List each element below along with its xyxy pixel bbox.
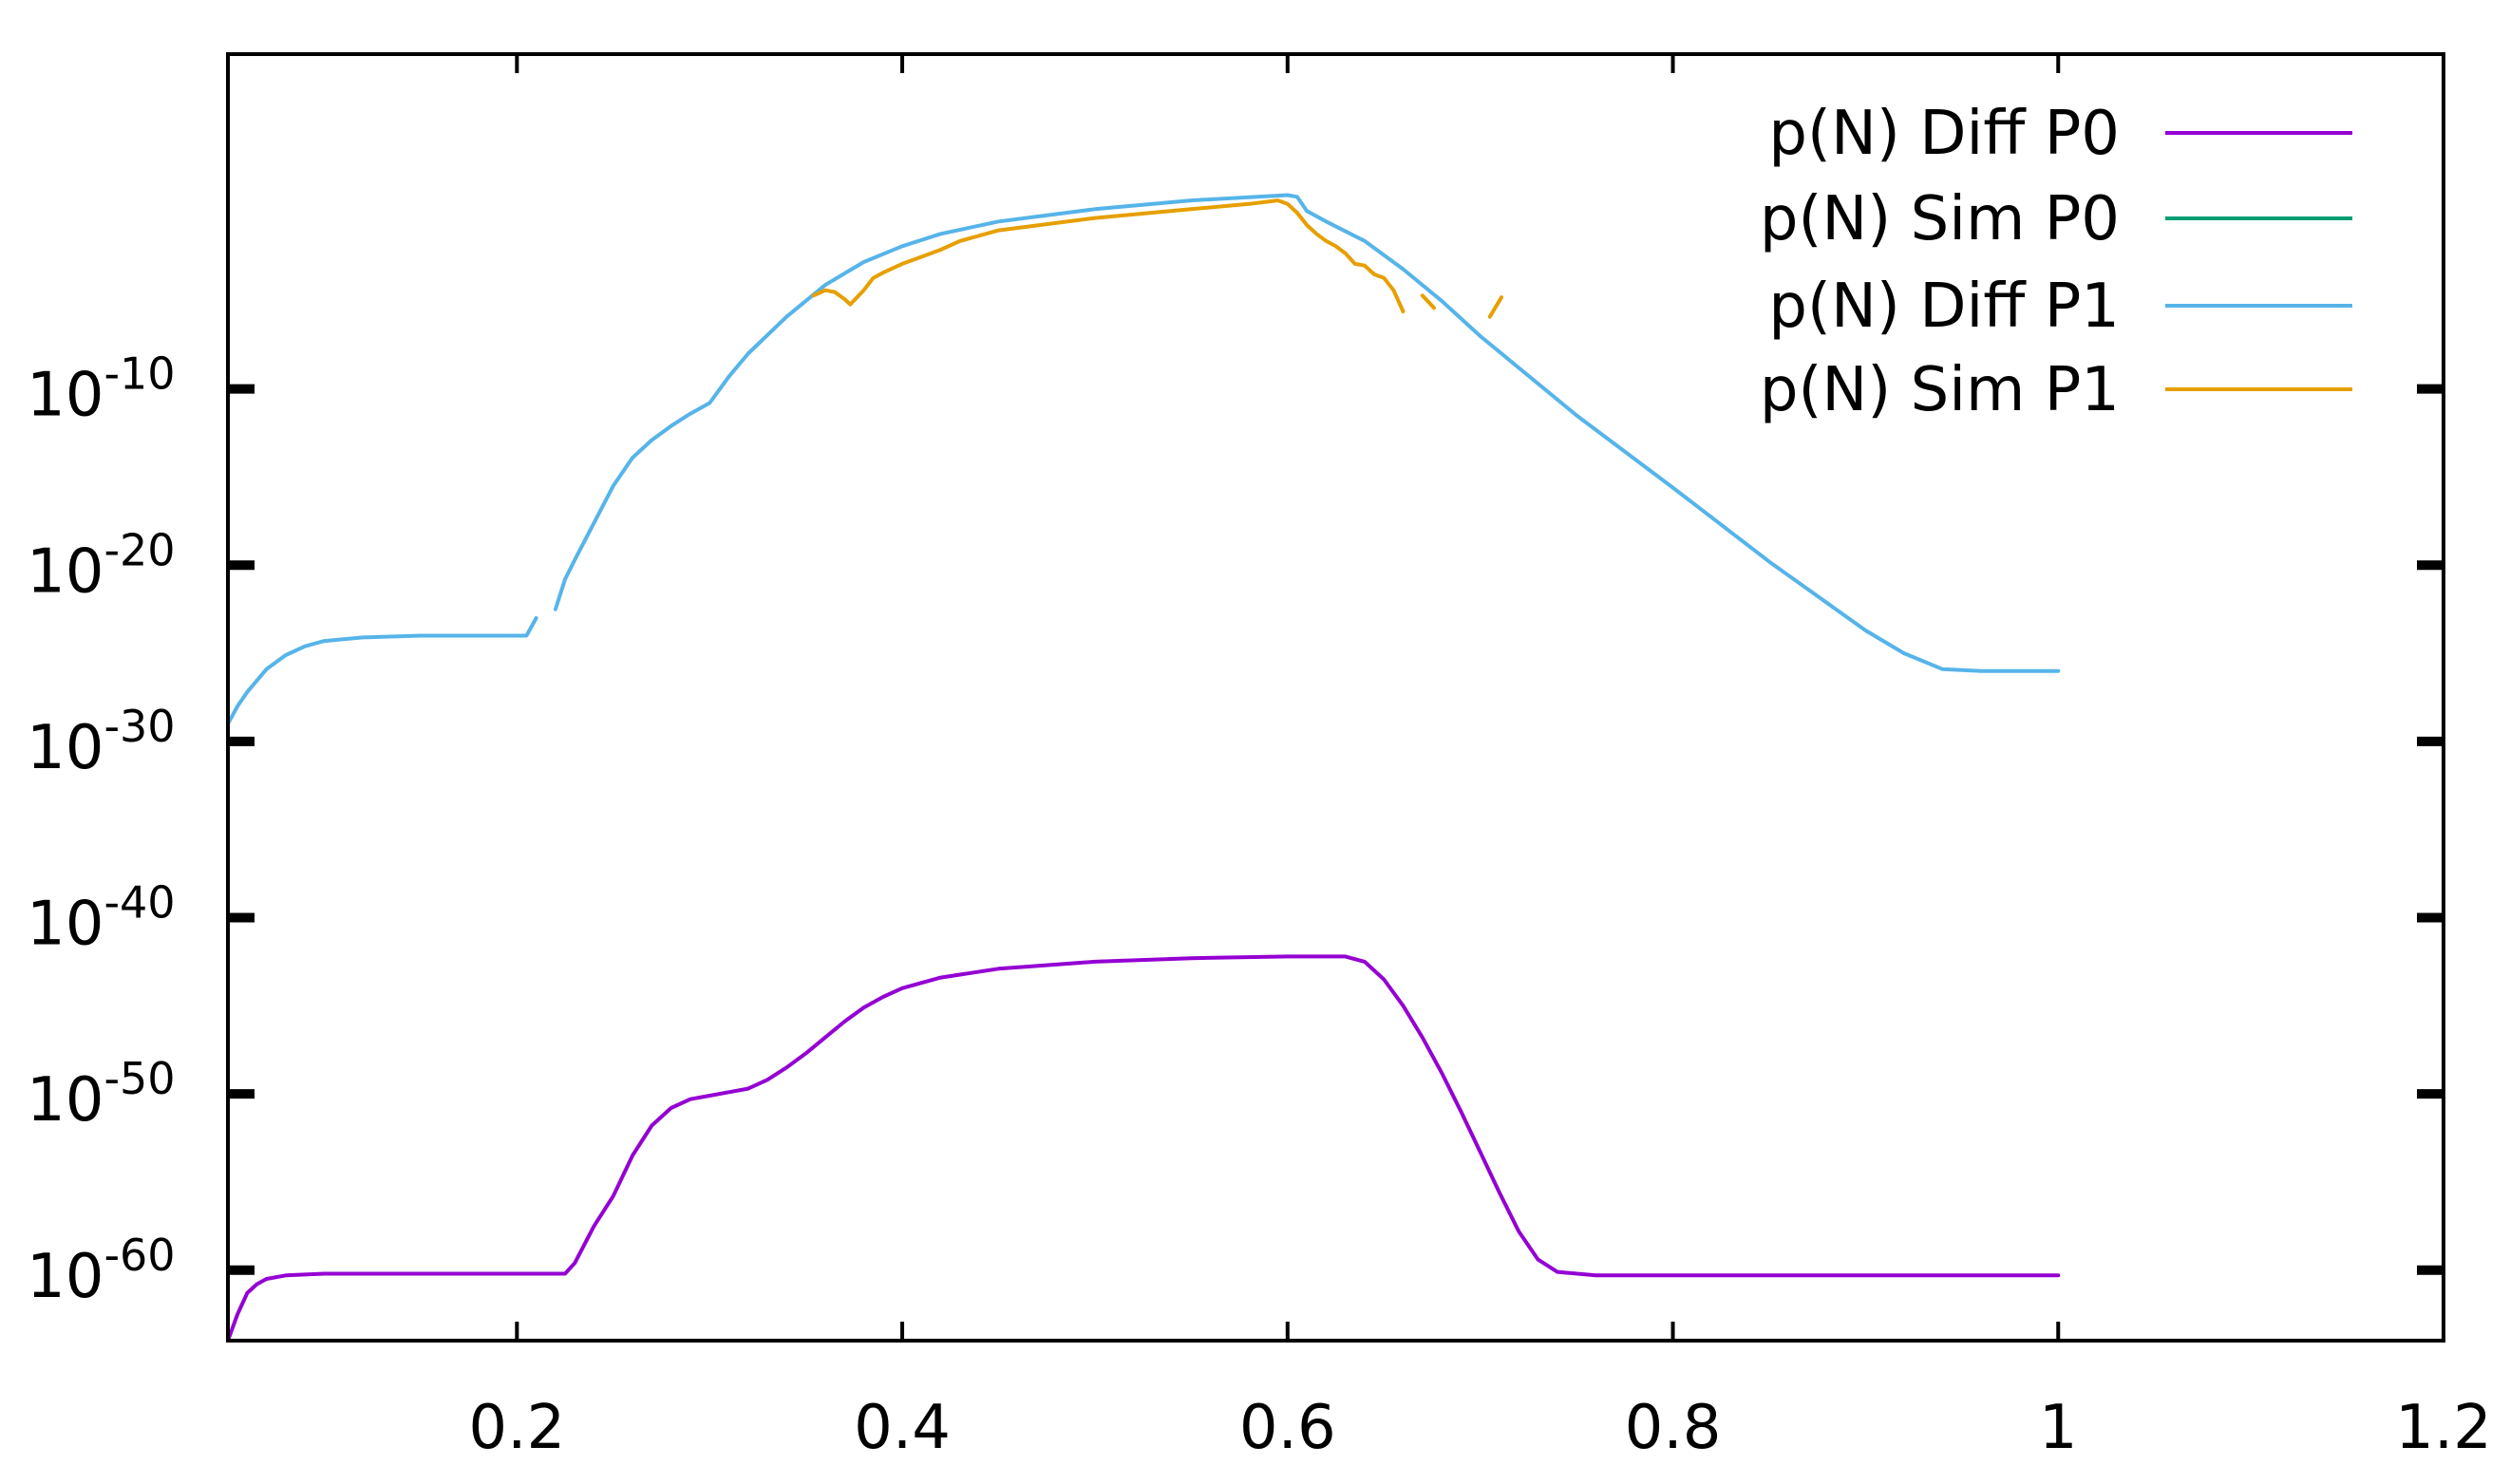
legend-label: p(N) Diff P0 — [1768, 99, 2120, 169]
y-tick-label: 10-40 — [27, 877, 176, 960]
y-tick-label-exponent: -20 — [104, 524, 175, 575]
y-tick-label: 10-50 — [27, 1053, 176, 1136]
legend-label: p(N) Sim P1 — [1760, 355, 2120, 425]
y-tick-label-base: 10 — [27, 361, 104, 431]
y-tick-label-base: 10 — [27, 1242, 104, 1312]
tick-layer: 0.2 0.4 0.6 0.8 1 1.210-1010-2010-3010-4010-5… — [27, 54, 2492, 1463]
y-tick-label: 10-10 — [27, 348, 176, 431]
y-tick-label-exponent: -40 — [104, 877, 175, 929]
x-tick-label: 0.4 — [854, 1393, 951, 1463]
series-line-0 — [226, 954, 2061, 1343]
y-tick-label: 10-60 — [27, 1230, 176, 1312]
legend-label: p(N) Sim P0 — [1760, 184, 2120, 254]
legend: p(N) Diff P0 p(N) Sim P0 p(N) Diff P1 p(N) … — [1760, 99, 2352, 425]
series-line-3 — [1487, 295, 1503, 319]
x-tick-label: 0.8 — [1625, 1393, 1722, 1463]
y-tick-label-exponent: -60 — [104, 1230, 175, 1281]
y-tick-label-exponent: -50 — [104, 1053, 175, 1104]
x-tick-label: 0.6 — [1239, 1393, 1336, 1463]
x-tick-label: 1.2 — [2395, 1393, 2492, 1463]
legend-label: p(N) Diff P1 — [1768, 272, 2120, 342]
y-tick-label-base: 10 — [27, 890, 104, 960]
y-tick-label: 10-20 — [27, 524, 176, 607]
y-tick-label-base: 10 — [27, 1065, 104, 1136]
series-line-3 — [811, 198, 1406, 313]
y-tick-label-exponent: -10 — [104, 348, 175, 400]
x-tick-label: 0.2 — [468, 1393, 565, 1463]
series-line-3 — [1420, 293, 1436, 310]
y-tick-label: 10-30 — [27, 701, 176, 783]
plot-border — [226, 52, 2445, 1343]
y-tick-label-exponent: -30 — [104, 701, 175, 752]
series-layer — [226, 193, 2061, 1343]
y-tick-label-base: 10 — [27, 536, 104, 607]
x-tick-label: 1 — [2039, 1393, 2078, 1463]
series-line-2 — [553, 193, 2061, 673]
y-tick-label-base: 10 — [27, 713, 104, 783]
series-line-2 — [226, 616, 538, 726]
